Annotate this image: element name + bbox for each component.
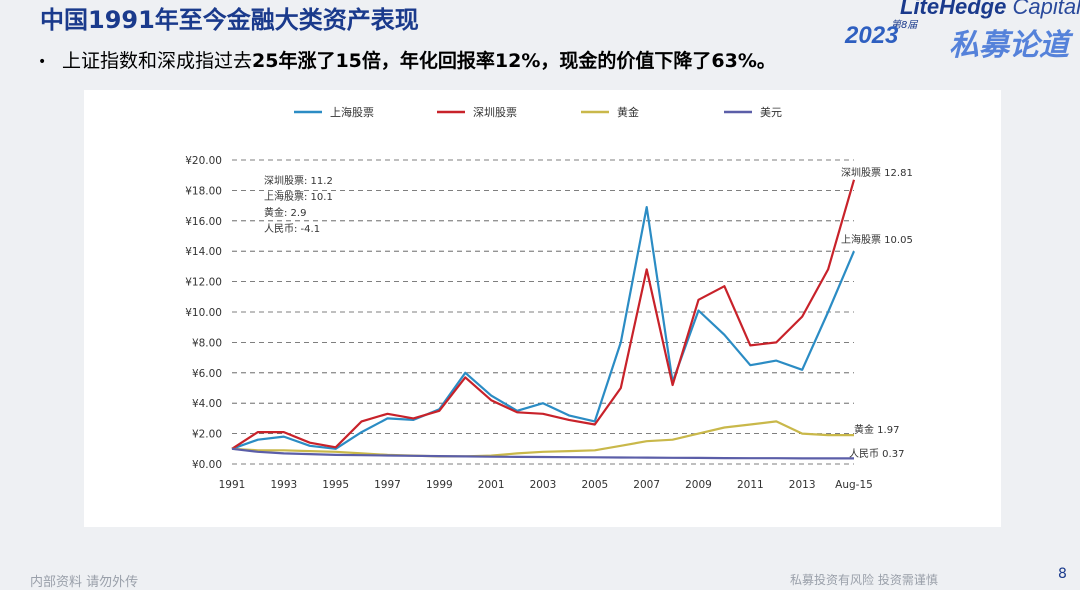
legend-label-0: 上海股票 — [330, 105, 374, 119]
line-chart: 上海股票 深圳股票 黄金 美元 ¥0.00 ¥2.00 ¥4.00 ¥6.00 ¥8.00 ¥10… — [185, 105, 913, 491]
series-line-0 — [231, 205, 856, 450]
x-tick-label: 1997 — [374, 479, 401, 491]
annotation-box-line: 黄金: 2.9 — [264, 206, 306, 219]
series-end-label: 人民币 0.37 — [849, 448, 904, 460]
chart-card: 上海股票 深圳股票 黄金 美元 ¥0.00 ¥2.00 ¥4.00 ¥6.00 ¥8.00 ¥10… — [84, 90, 1001, 527]
x-tick-label: Aug-15 — [835, 479, 873, 491]
y-tick-label: ¥8.00 — [192, 337, 222, 349]
x-tick-label: 2003 — [530, 479, 557, 491]
slide-title: 中国1991年至今金融大类资产表现 — [40, 6, 419, 34]
series-end-label: 黄金 1.97 — [854, 423, 899, 436]
footer-right-note: 私募投资有风险 投资需谨慎 — [790, 573, 938, 587]
legend-label-2: 黄金 — [617, 105, 639, 119]
annotation-box-line: 人民币: -4.1 — [264, 223, 320, 235]
x-tick-label: 2001 — [478, 479, 505, 491]
brand-small-label: 第8届 — [891, 20, 918, 31]
y-tick-label: ¥2.00 — [192, 429, 222, 441]
x-tick-label: 1999 — [426, 479, 453, 491]
legend-label-3: 美元 — [760, 106, 782, 119]
series-line-3 — [231, 447, 854, 460]
y-tick-label: ¥12.00 — [185, 277, 222, 289]
bullet-text: 上证指数和深成指过去 — [62, 50, 253, 72]
y-tick-label: ¥16.00 — [185, 216, 222, 228]
x-tick-label: 2005 — [581, 479, 608, 491]
annotation-box-line: 深圳股票: 11.2 — [264, 175, 333, 187]
x-tick-label: 2013 — [789, 479, 816, 491]
footer-left-note: 内部资料 请勿外传 — [30, 575, 139, 590]
y-tick-label: ¥10.00 — [185, 307, 222, 319]
x-tick-label: 1991 — [219, 479, 246, 491]
y-tick-label: ¥0.00 — [192, 459, 222, 471]
series-line-1 — [231, 179, 856, 450]
y-tick-label: ¥20.00 — [185, 155, 222, 167]
y-tick-label: ¥4.00 — [192, 398, 222, 410]
brand-logo: LiteHedge Capital 第8届 2023 私募论道 — [845, 0, 1080, 62]
series-end-label: 深圳股票 12.81 — [841, 167, 913, 179]
bullet-bold-text: 25年涨了15倍，年化回报率12%，现金的价值下降了63%。 — [252, 50, 776, 72]
x-tick-label: 1995 — [322, 479, 349, 491]
series-line-2 — [231, 420, 854, 458]
annotation-box-line: 上海股票: 10.1 — [264, 190, 333, 203]
x-tick-label: 2009 — [685, 479, 712, 491]
x-tick-label: 2011 — [737, 479, 764, 491]
page-number: 8 — [1058, 566, 1067, 582]
legend-label-1: 深圳股票 — [473, 106, 517, 119]
x-tick-label: 2007 — [633, 479, 660, 491]
summary-bullet: • 上证指数和深成指过去25年涨了15倍，年化回报率12%，现金的价值下降了63%… — [38, 46, 776, 73]
brand-forum: 私募论道 — [949, 29, 1069, 62]
x-tick-label: 1993 — [270, 479, 297, 491]
brand-year: 2023 — [845, 22, 899, 49]
y-tick-label: ¥14.00 — [185, 246, 222, 258]
y-tick-label: ¥18.00 — [185, 185, 222, 197]
series-end-label: 上海股票 10.05 — [841, 233, 913, 246]
brand-name: LiteHedge Capital — [900, 0, 1080, 19]
bullet-dot-icon: • — [38, 53, 47, 70]
y-tick-label: ¥6.00 — [192, 368, 222, 380]
